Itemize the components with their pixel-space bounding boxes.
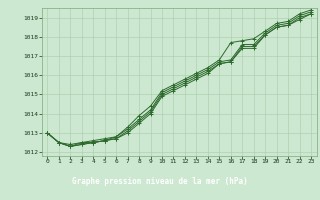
Text: Graphe pression niveau de la mer (hPa): Graphe pression niveau de la mer (hPa) [72, 178, 248, 186]
